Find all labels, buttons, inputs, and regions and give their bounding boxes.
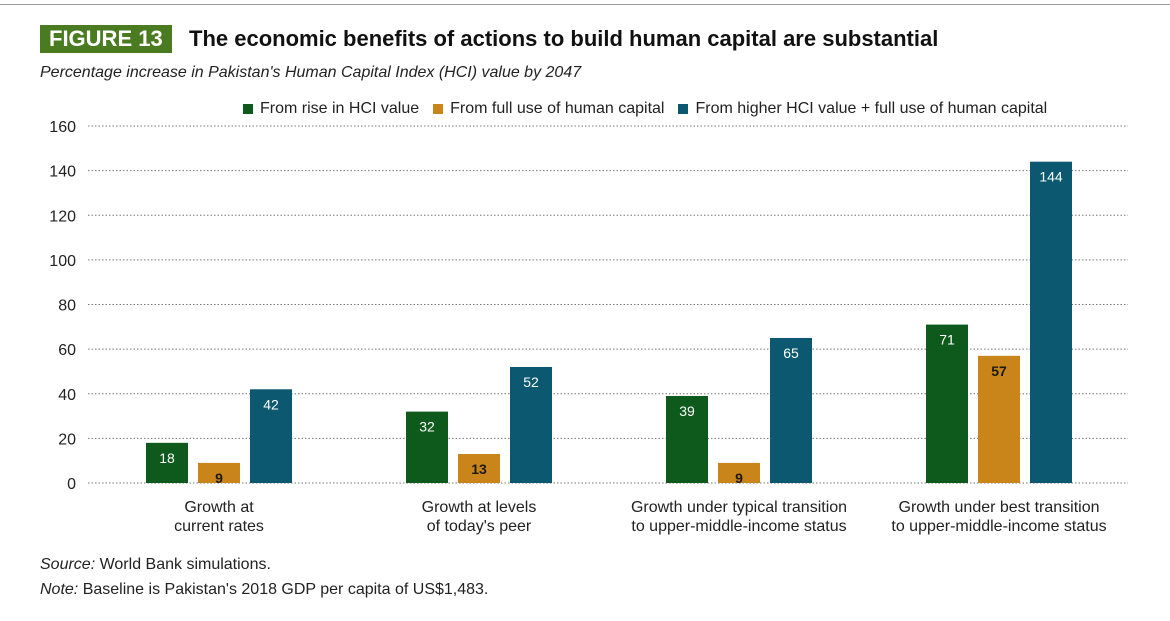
y-tick-label: 0 <box>67 476 76 493</box>
data-label: 144 <box>1039 169 1063 185</box>
bar <box>666 395 708 483</box>
x-category-label: to upper-middle-income status <box>891 518 1106 535</box>
y-tick-label: 40 <box>58 387 76 404</box>
data-label: 9 <box>215 470 223 486</box>
figure-label: FIGURE 13 <box>40 25 172 53</box>
legend-label: From higher HCI value + full use of huma… <box>695 100 1048 117</box>
bar <box>406 411 448 483</box>
bar <box>926 324 968 483</box>
note: Note: Baseline is Pakistan's 2018 GDP pe… <box>40 581 488 599</box>
legend-label: From full use of human capital <box>450 100 665 117</box>
data-label: 39 <box>679 403 695 419</box>
data-label: 65 <box>783 345 799 361</box>
data-label: 32 <box>419 419 435 435</box>
source-note: Source: World Bank simulations. <box>40 556 271 574</box>
bar <box>146 442 188 483</box>
y-tick-label: 120 <box>49 208 76 225</box>
data-label: 42 <box>263 396 279 412</box>
legend: From rise in HCI value From full use of h… <box>243 100 1047 118</box>
bar <box>1030 161 1072 483</box>
x-category-label: Growth under typical transition <box>631 499 847 516</box>
x-category-label: to upper-middle-income status <box>631 518 846 535</box>
bar <box>978 355 1020 483</box>
bar <box>770 337 812 483</box>
data-label: 52 <box>523 374 539 390</box>
data-label: 9 <box>735 470 743 486</box>
legend-label: From rise in HCI value <box>260 100 420 117</box>
bar <box>510 366 552 483</box>
y-tick-label: 20 <box>58 431 76 448</box>
data-label: 71 <box>939 332 955 348</box>
x-category-label: Growth at levels <box>422 499 537 516</box>
note-text: Baseline is Pakistan's 2018 GDP per capi… <box>82 581 489 598</box>
data-label: 57 <box>991 363 1007 379</box>
legend-swatch <box>678 104 689 114</box>
divider <box>0 4 1170 5</box>
legend-swatch <box>433 104 444 114</box>
bar <box>458 453 500 483</box>
data-label: 18 <box>159 450 175 466</box>
source-text: World Bank simulations. <box>99 556 271 573</box>
legend-swatch <box>243 104 253 114</box>
bar <box>198 462 240 483</box>
x-category-label: Growth under best transition <box>899 499 1100 516</box>
y-tick-label: 80 <box>58 298 76 315</box>
x-category-label: of today's peer <box>427 518 532 535</box>
chart-title: The economic benefits of actions to buil… <box>189 26 939 51</box>
y-tick-label: 100 <box>49 253 76 270</box>
note-label: Note: <box>40 581 79 598</box>
bar <box>718 462 760 483</box>
chart-subtitle: Percentage increase in Pakistan's Human … <box>40 64 582 81</box>
source-label: Source: <box>40 556 96 573</box>
legend-item: From full use of human capital <box>433 100 664 118</box>
legend-item: From higher HCI value + full use of huma… <box>678 100 1047 118</box>
y-tick-label: 140 <box>49 164 76 181</box>
bar <box>250 389 292 483</box>
y-tick-label: 60 <box>58 342 76 359</box>
x-category-label: Growth at <box>184 499 254 516</box>
legend-item: From rise in HCI value <box>243 100 419 118</box>
x-category-label: current rates <box>174 518 264 535</box>
y-tick-label: 160 <box>49 119 76 136</box>
data-label: 13 <box>471 461 487 477</box>
